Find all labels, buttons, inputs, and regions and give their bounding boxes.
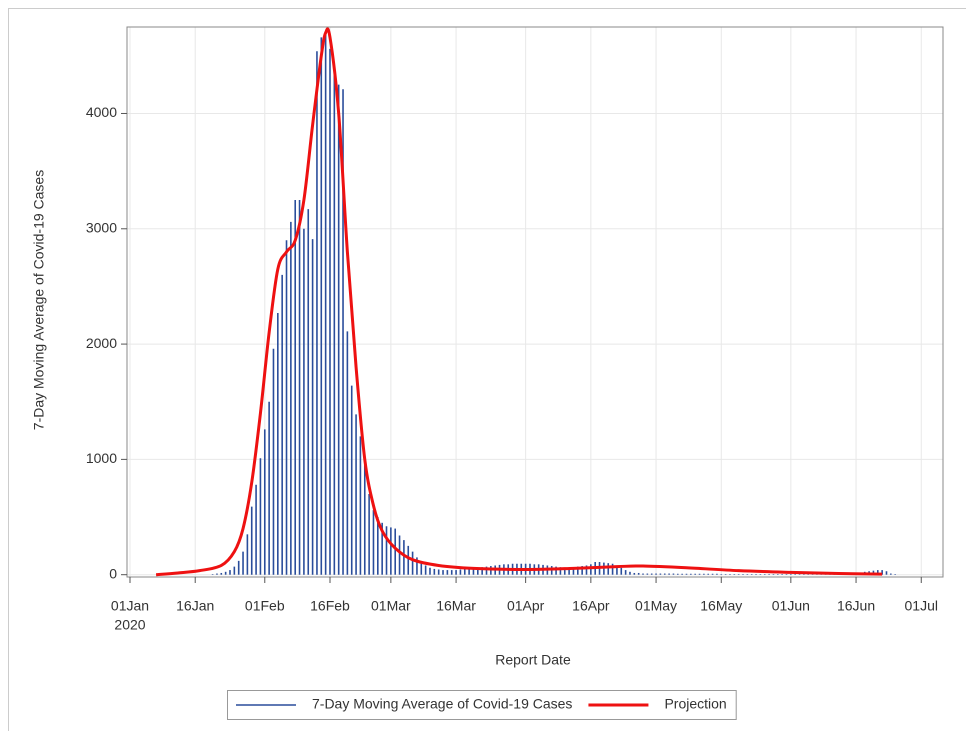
x-tick-label: 01May (635, 598, 677, 614)
legend-box (227, 690, 737, 720)
outer-border (8, 8, 966, 731)
plot-frame (126, 26, 944, 578)
y-axis-label: 7-Day Moving Average of Covid-19 Cases (31, 170, 47, 430)
x-axis-label: Report Date (495, 652, 571, 668)
legend-label: Projection (664, 696, 726, 712)
y-tick-label: 0 (109, 565, 117, 581)
x-tick-label: 01Apr (507, 598, 545, 614)
y-tick-label: 4000 (86, 104, 117, 120)
projection-line (155, 27, 883, 577)
x-tick-label: 16Mar (436, 598, 476, 614)
y-tick-label: 2000 (86, 335, 117, 351)
x-tick-label: 01Jul (905, 598, 938, 614)
x-tick-label: 16Jun (837, 598, 875, 614)
x-tick-label: 16Feb (310, 598, 350, 614)
y-tick-label: 3000 (86, 219, 117, 235)
y-tick-label: 1000 (86, 450, 117, 466)
legend-label: 7-Day Moving Average of Covid-19 Cases (312, 696, 572, 712)
x-tick-label: 01Jun (772, 598, 810, 614)
x-tick-label: 16Apr (572, 598, 610, 614)
x-tick-label: 16Jan (176, 598, 214, 614)
x-tick-label: 01Feb (245, 598, 285, 614)
x-year-label: 2020 (114, 617, 145, 633)
x-tick-label: 16May (700, 598, 742, 614)
x-tick-label: 01Mar (371, 598, 411, 614)
x-tick-label: 01Jan (111, 598, 149, 614)
